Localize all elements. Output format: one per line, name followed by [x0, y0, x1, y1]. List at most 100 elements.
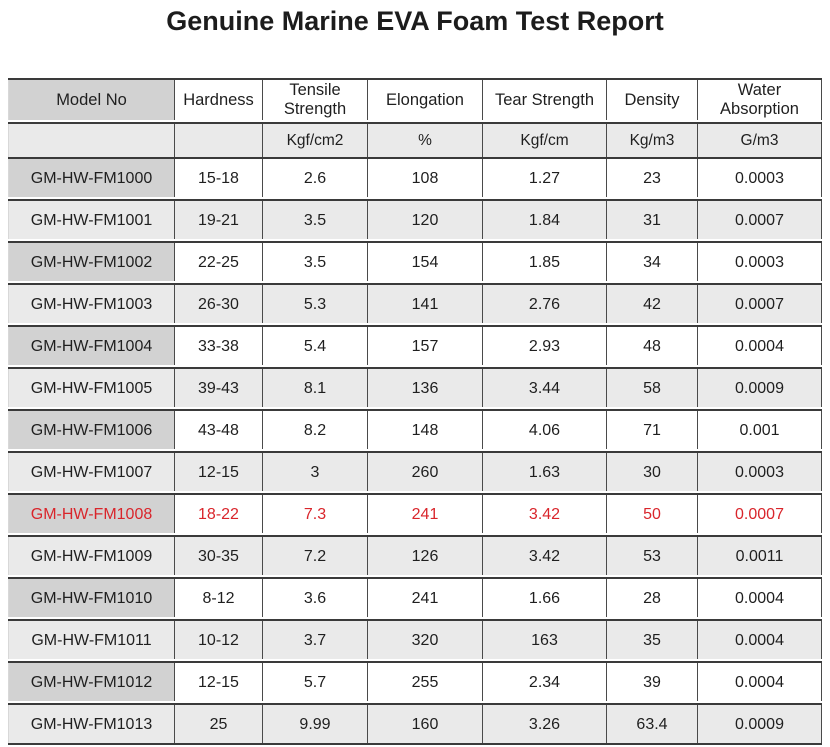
- table-cell: 5.3: [263, 285, 368, 323]
- model-no-cell: GM-HW-FM1005: [8, 369, 175, 407]
- table-cell: 2.6: [263, 159, 368, 197]
- table-row: GM-HW-FM1008 18-22 7.3 241 3.42 50 0.0007: [8, 493, 822, 533]
- table-cell: 3.44: [483, 369, 607, 407]
- table-cell: 58: [607, 369, 698, 407]
- table-cell: 28: [607, 579, 698, 617]
- table-cell: 0.0004: [698, 327, 822, 365]
- table-row: GM-HW-FM1007 12-15 3 260 1.63 30 0.0003: [8, 451, 822, 491]
- unit-tear-strength: Kgf/cm: [483, 124, 607, 157]
- table-cell: 30: [607, 453, 698, 491]
- unit-elongation: %: [368, 124, 483, 157]
- table-cell: 39-43: [175, 369, 263, 407]
- table-cell: 0.0007: [698, 285, 822, 323]
- table-cell: 3.7: [263, 621, 368, 659]
- unit-water-absorption: G/m3: [698, 124, 822, 157]
- table-cell: 3.6: [263, 579, 368, 617]
- table-row: GM-HW-FM1000 15-18 2.6 108 1.27 23 0.0003: [8, 157, 822, 197]
- table-cell: 0.0003: [698, 453, 822, 491]
- table-cell: 35: [607, 621, 698, 659]
- table-cell: 7.2: [263, 537, 368, 575]
- table-cell: 241: [368, 579, 483, 617]
- table-cell: 53: [607, 537, 698, 575]
- table-cell: 2.34: [483, 663, 607, 701]
- model-no-cell: GM-HW-FM1006: [8, 411, 175, 449]
- model-no-cell: GM-HW-FM1000: [8, 159, 175, 197]
- table-cell: 160: [368, 705, 483, 743]
- table-cell: 4.06: [483, 411, 607, 449]
- column-header-elongation: Elongation: [368, 80, 483, 120]
- table-cell: 8.1: [263, 369, 368, 407]
- model-no-cell: GM-HW-FM1008: [8, 495, 175, 533]
- column-header-tear-strength: Tear Strength: [483, 80, 607, 120]
- model-no-cell: GM-HW-FM1004: [8, 327, 175, 365]
- column-header-model-no: Model No: [8, 80, 175, 120]
- table-cell: 71: [607, 411, 698, 449]
- table-cell: 120: [368, 201, 483, 239]
- table-cell: 5.4: [263, 327, 368, 365]
- table-cell: 63.4: [607, 705, 698, 743]
- table-cell: 12-15: [175, 453, 263, 491]
- table-cell: 0.0004: [698, 579, 822, 617]
- column-header-hardness: Hardness: [175, 80, 263, 120]
- table-cell: 22-25: [175, 243, 263, 281]
- table-units-row: Kgf/cm2 % Kgf/cm Kg/m3 G/m3: [8, 122, 822, 157]
- table-cell: 43-48: [175, 411, 263, 449]
- table-cell: 154: [368, 243, 483, 281]
- unit-tensile-strength: Kgf/cm2: [263, 124, 368, 157]
- table-cell: 42: [607, 285, 698, 323]
- table-cell: 3.42: [483, 495, 607, 533]
- table-cell: 19-21: [175, 201, 263, 239]
- model-no-cell: GM-HW-FM1001: [8, 201, 175, 239]
- table-cell: 1.66: [483, 579, 607, 617]
- table-cell: 1.63: [483, 453, 607, 491]
- table-cell: 10-12: [175, 621, 263, 659]
- table-cell: 3.26: [483, 705, 607, 743]
- table-cell: 1.85: [483, 243, 607, 281]
- model-no-cell: GM-HW-FM1002: [8, 243, 175, 281]
- model-no-cell: GM-HW-FM1010: [8, 579, 175, 617]
- table-cell: 0.0009: [698, 705, 822, 743]
- table-cell: 3: [263, 453, 368, 491]
- model-no-cell: GM-HW-FM1009: [8, 537, 175, 575]
- model-no-cell: GM-HW-FM1012: [8, 663, 175, 701]
- table-cell: 39: [607, 663, 698, 701]
- test-report-table: Model No Hardness Tensile Strength Elong…: [8, 78, 822, 747]
- table-header-row: Model No Hardness Tensile Strength Elong…: [8, 78, 822, 120]
- column-header-density: Density: [607, 80, 698, 120]
- table-cell: 30-35: [175, 537, 263, 575]
- table-cell: 0.0011: [698, 537, 822, 575]
- table-cell: 5.7: [263, 663, 368, 701]
- table-row: GM-HW-FM1001 19-21 3.5 120 1.84 31 0.0007: [8, 199, 822, 239]
- table-cell: 0.0004: [698, 621, 822, 659]
- table-cell: 0.0007: [698, 201, 822, 239]
- table-row: GM-HW-FM1003 26-30 5.3 141 2.76 42 0.0007: [8, 283, 822, 323]
- table-cell: 241: [368, 495, 483, 533]
- table-cell: 12-15: [175, 663, 263, 701]
- table-cell: 8-12: [175, 579, 263, 617]
- unit-model-no: [8, 124, 175, 157]
- table-cell: 0.0004: [698, 663, 822, 701]
- table-cell: 15-18: [175, 159, 263, 197]
- table-cell: 1.84: [483, 201, 607, 239]
- table-cell: 3.5: [263, 201, 368, 239]
- table-cell: 157: [368, 327, 483, 365]
- table-cell: 0.0007: [698, 495, 822, 533]
- model-no-cell: GM-HW-FM1003: [8, 285, 175, 323]
- page-title: Genuine Marine EVA Foam Test Report: [166, 6, 664, 36]
- table-row: GM-HW-FM1005 39-43 8.1 136 3.44 58 0.0009: [8, 367, 822, 407]
- table-row: GM-HW-FM1012 12-15 5.7 255 2.34 39 0.0004: [8, 661, 822, 701]
- table-cell: 0.0003: [698, 159, 822, 197]
- table-body: GM-HW-FM1000 15-18 2.6 108 1.27 23 0.0003 GM-HW…: [8, 157, 822, 745]
- table-row: GM-HW-FM1004 33-38 5.4 157 2.93 48 0.0004: [8, 325, 822, 365]
- table-cell: 33-38: [175, 327, 263, 365]
- table-row: GM-HW-FM1011 10-12 3.7 320 163 35 0.0004: [8, 619, 822, 659]
- table-cell: 108: [368, 159, 483, 197]
- table-row: GM-HW-FM1010 8-12 3.6 241 1.66 28 0.0004: [8, 577, 822, 617]
- table-cell: 1.27: [483, 159, 607, 197]
- table-cell: 31: [607, 201, 698, 239]
- table-cell: 50: [607, 495, 698, 533]
- table-cell: 2.93: [483, 327, 607, 365]
- table-cell: 126: [368, 537, 483, 575]
- table-cell: 260: [368, 453, 483, 491]
